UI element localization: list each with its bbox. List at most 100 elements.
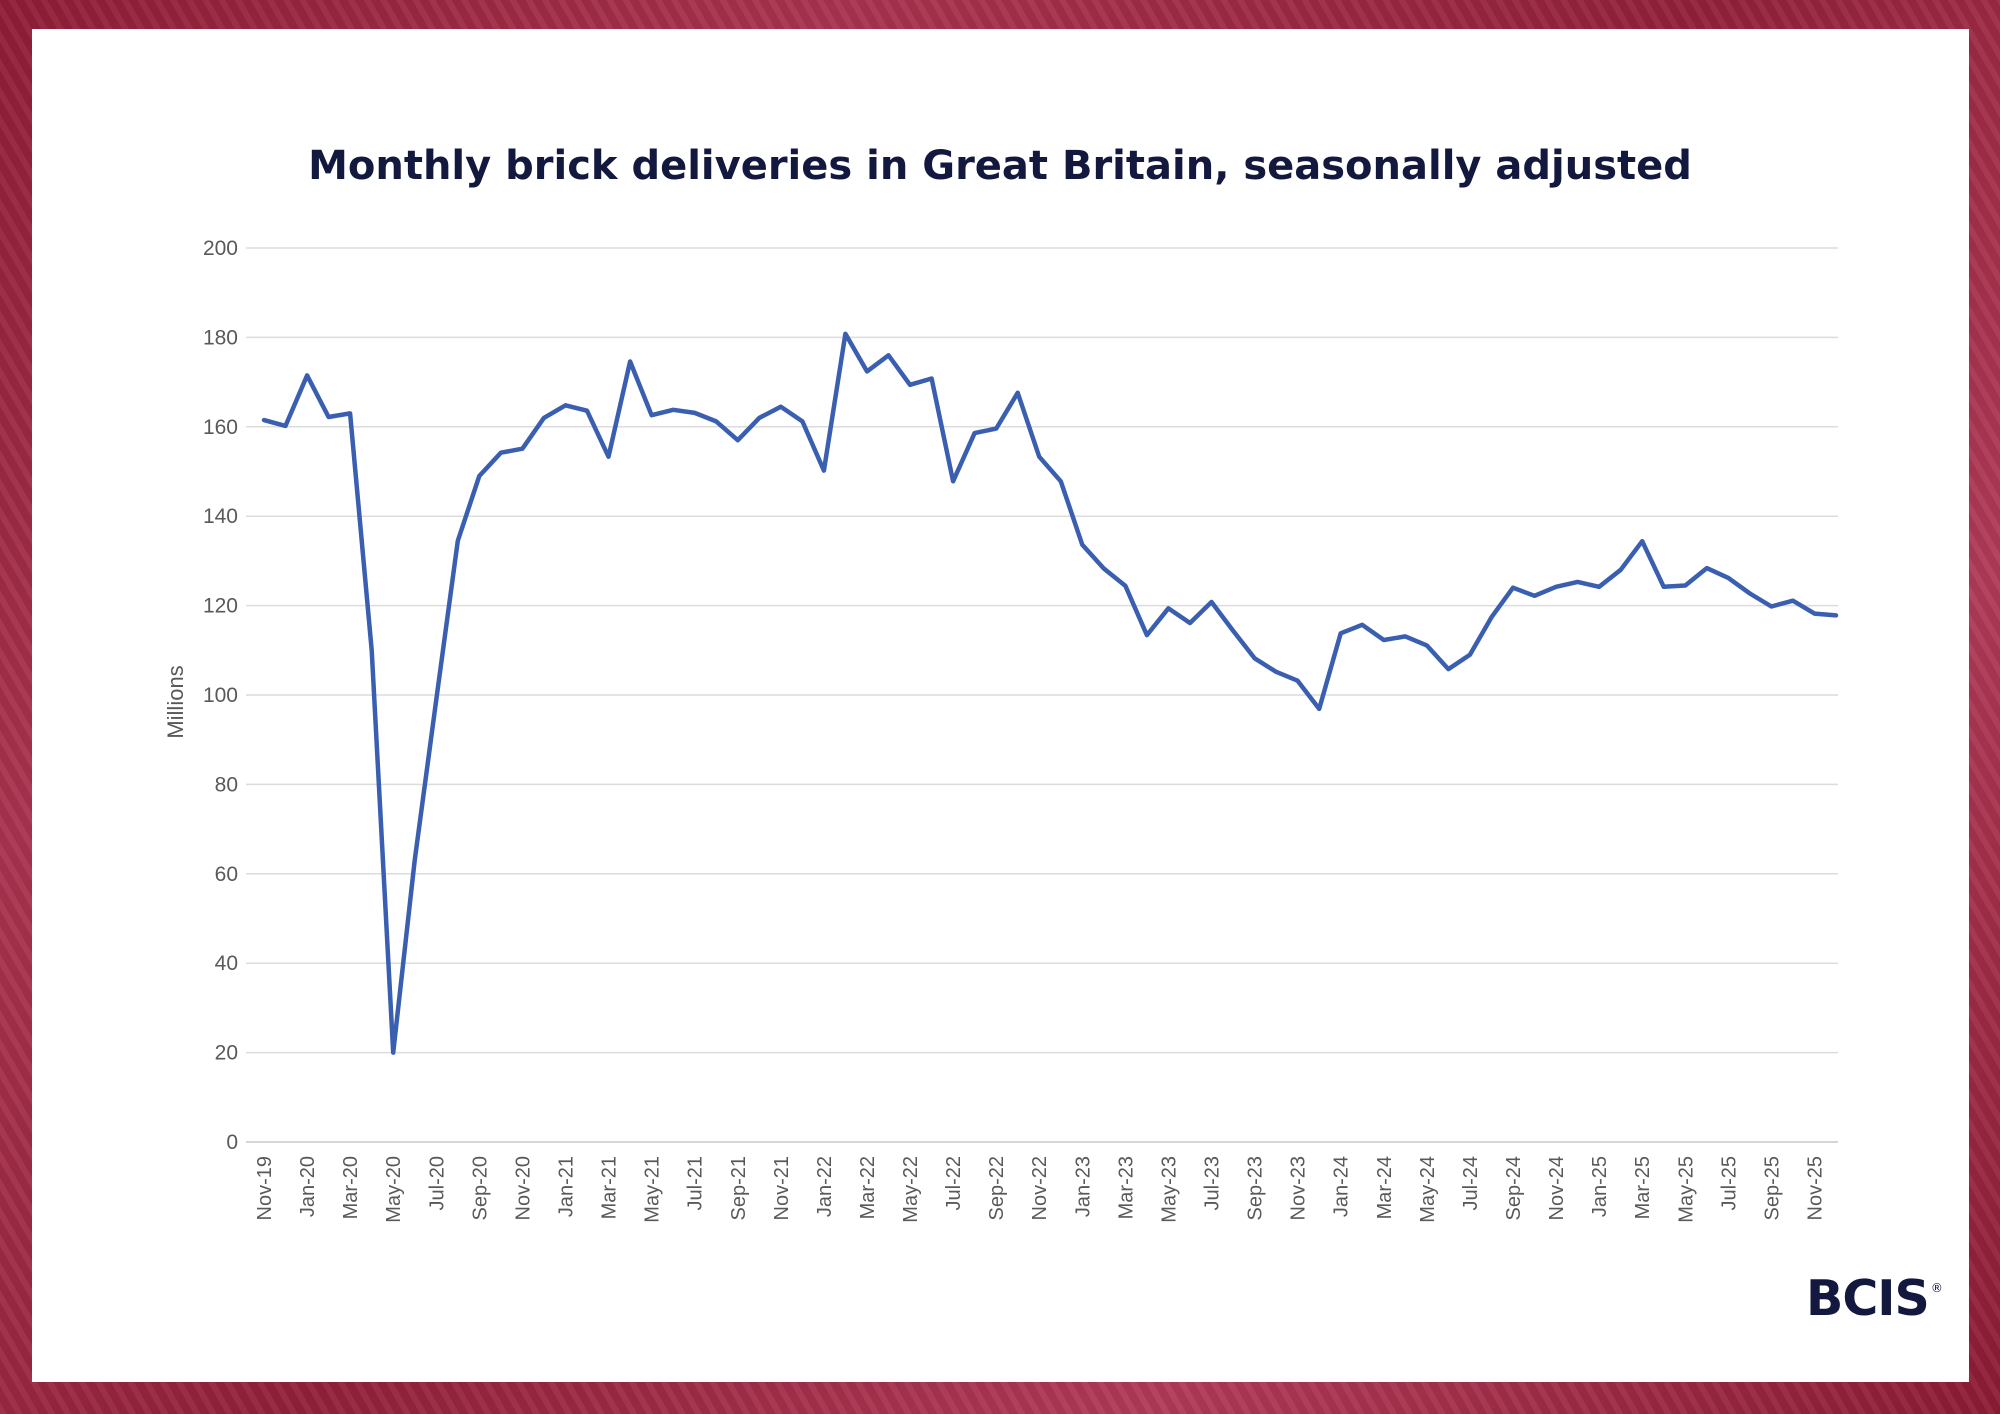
data-point	[973, 431, 976, 435]
data-point	[478, 474, 481, 478]
x-tick-label: Sep-25	[1761, 1156, 1783, 1221]
data-point	[801, 420, 804, 423]
data-point	[1834, 614, 1838, 617]
data-point	[1318, 707, 1321, 711]
data-point	[650, 414, 653, 417]
x-tick-label: Jan-23	[1072, 1156, 1094, 1217]
data-point	[1038, 455, 1041, 458]
data-point	[1382, 638, 1386, 642]
y-tick-label: 40	[215, 952, 238, 975]
data-point	[1296, 679, 1299, 682]
y-axis-label: Millions	[163, 665, 188, 738]
data-point	[521, 447, 524, 450]
data-point	[1468, 653, 1472, 656]
data-point	[822, 469, 826, 472]
data-point	[392, 1051, 395, 1054]
x-tick-label: Jan-24	[1331, 1156, 1353, 1217]
data-point	[758, 416, 761, 420]
data-point	[1727, 576, 1730, 580]
data-point	[585, 409, 589, 412]
y-tick-label: 140	[203, 505, 238, 528]
data-point	[1770, 605, 1773, 608]
data-point	[413, 859, 416, 862]
data-point	[1102, 567, 1106, 570]
data-point	[693, 411, 696, 415]
x-tick-label: Jul-21	[685, 1156, 707, 1210]
x-axis-ticks: Nov-19 Jan-20 Mar-20 May-20 Jul-20 Sep-20 Nov-…	[254, 1156, 1826, 1223]
data-point	[1145, 633, 1149, 637]
y-axis-ticks: 0 20 40 60 80 100 120 140 160 180 200	[203, 237, 238, 1154]
data-point	[865, 370, 869, 373]
data-point	[1425, 644, 1429, 647]
data-point	[1167, 607, 1170, 610]
data-point	[736, 439, 739, 442]
data-point	[995, 427, 998, 430]
data-point	[1231, 629, 1235, 632]
line-chart: Monthly brick deliveries in Great Britai…	[163, 143, 1839, 1223]
y-tick-label: 0	[226, 1131, 238, 1154]
x-tick-label: May-22	[900, 1156, 922, 1223]
series-group	[261, 331, 1839, 1055]
x-tick-label: Sep-24	[1503, 1156, 1525, 1221]
x-tick-label: May-20	[383, 1156, 405, 1223]
x-tick-label: Mar-25	[1632, 1156, 1654, 1219]
data-point	[1447, 667, 1450, 671]
data-point	[1210, 600, 1213, 604]
y-tick-label: 200	[203, 237, 238, 260]
y-tick-label: 120	[203, 595, 238, 618]
y-tick-label: 80	[215, 773, 238, 796]
data-point	[1533, 594, 1536, 597]
data-point	[435, 698, 438, 701]
x-tick-label: Sep-23	[1245, 1156, 1267, 1221]
data-point	[1597, 585, 1601, 588]
y-tick-label: 20	[215, 1042, 238, 1065]
data-point	[715, 420, 718, 423]
x-tick-label: Jan-25	[1589, 1156, 1611, 1217]
data-point	[1081, 543, 1084, 546]
data-point	[1662, 585, 1665, 588]
x-tick-label: Nov-24	[1546, 1156, 1568, 1220]
x-tick-label: Nov-21	[771, 1156, 793, 1220]
data-point	[1705, 566, 1709, 570]
x-tick-label: Mar-21	[599, 1156, 621, 1219]
x-tick-label: Mar-24	[1374, 1156, 1396, 1219]
data-point	[1016, 391, 1019, 394]
data-point	[499, 451, 503, 454]
data-point	[607, 455, 610, 458]
x-tick-label: May-23	[1158, 1156, 1180, 1223]
data-point	[672, 408, 675, 411]
x-tick-label: Sep-21	[728, 1156, 750, 1221]
x-tick-label: Mar-20	[340, 1156, 362, 1219]
data-point	[370, 649, 373, 652]
x-tick-label: Jul-20	[426, 1156, 448, 1210]
data-point	[1684, 584, 1687, 587]
data-point	[1554, 585, 1558, 588]
data-point	[284, 424, 287, 428]
y-tick-label: 160	[203, 416, 238, 439]
y-tick-label: 100	[203, 684, 238, 707]
data-point	[262, 418, 266, 422]
data-point	[887, 354, 890, 357]
x-tick-label: May-21	[642, 1156, 664, 1223]
x-tick-label: Sep-22	[986, 1156, 1008, 1221]
x-tick-label: Jan-21	[555, 1156, 577, 1217]
y-tick-label: 60	[215, 863, 238, 886]
x-tick-label: May-24	[1417, 1156, 1439, 1223]
data-point	[1748, 592, 1752, 595]
data-point	[1059, 480, 1063, 483]
data-point	[1813, 612, 1816, 615]
x-tick-label: Sep-20	[469, 1156, 491, 1221]
data-point	[1339, 632, 1342, 635]
x-tick-label: Nov-23	[1288, 1156, 1310, 1220]
x-tick-label: Jul-25	[1718, 1156, 1740, 1210]
x-tick-label: Jul-24	[1460, 1156, 1482, 1210]
x-tick-label: Jul-23	[1202, 1156, 1224, 1210]
logo-text: BCIS	[1806, 1270, 1930, 1327]
y-tick-label: 180	[203, 326, 238, 349]
data-point	[779, 405, 782, 408]
registered-mark: ®	[1930, 1281, 1943, 1295]
data-point	[908, 383, 912, 386]
bcis-logo: BCIS ®	[1806, 1274, 1943, 1323]
data-point	[844, 332, 847, 335]
x-tick-label: May-25	[1675, 1156, 1697, 1223]
